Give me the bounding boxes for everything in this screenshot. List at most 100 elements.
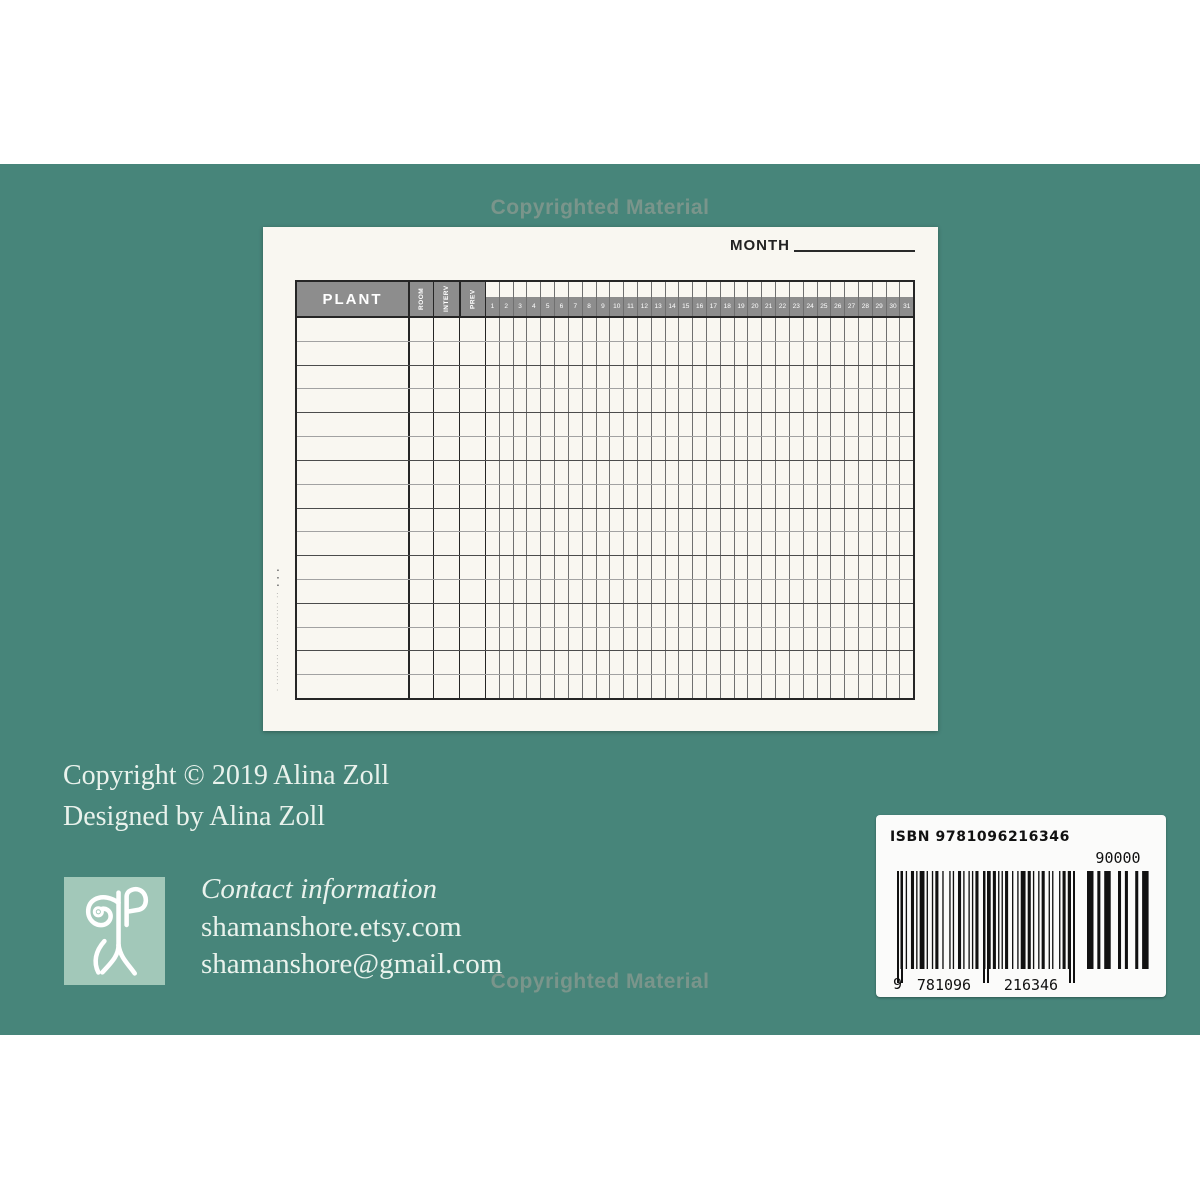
day-cell: [859, 675, 873, 698]
day-header-cell: 27: [845, 282, 859, 316]
day-cell: [873, 508, 887, 532]
copyrighted-material-watermark-bottom: Copyrighted Material: [490, 970, 710, 993]
day-cell: [541, 460, 556, 484]
day-cell: [831, 365, 846, 389]
day-cell: [679, 413, 694, 437]
day-cell: [666, 389, 680, 413]
room-cell: [410, 341, 434, 365]
day-number: 29: [872, 297, 886, 316]
day-cell: [804, 437, 818, 460]
day-cell: [679, 389, 694, 413]
day-cell: [790, 532, 804, 556]
day-cell: [873, 318, 887, 341]
day-cell: [652, 389, 666, 413]
day-cell: [790, 627, 804, 651]
interval-cell: [434, 603, 460, 627]
day-cell: [845, 318, 859, 341]
day-cell: [624, 484, 638, 508]
day-cell: [555, 603, 569, 627]
day-cell: [514, 365, 528, 389]
day-cell: [707, 389, 721, 413]
day-cell: [790, 365, 804, 389]
day-cell: [638, 484, 652, 508]
day-cell: [790, 389, 804, 413]
day-number: 17: [707, 297, 720, 316]
day-cell: [762, 318, 777, 341]
day-cell: [527, 437, 542, 460]
day-cell: [776, 341, 790, 365]
day-number: 6: [555, 297, 568, 316]
day-cell: [597, 413, 611, 437]
room-cell: [410, 675, 434, 698]
day-cell: [555, 389, 569, 413]
day-cell: [818, 413, 832, 437]
day-cell: [845, 389, 859, 413]
day-cell: [887, 508, 901, 532]
day-cell: [569, 460, 583, 484]
day-cell: [652, 484, 666, 508]
day-cell: [514, 651, 528, 675]
day-cell: [721, 318, 735, 341]
day-cell: [735, 341, 749, 365]
prev-cell: [460, 627, 486, 651]
day-cell: [693, 579, 707, 603]
day-cell: [900, 437, 913, 460]
day-header-cell: 23: [789, 282, 804, 316]
day-cell: [845, 437, 859, 460]
day-cell: [638, 556, 652, 579]
day-cell: [735, 484, 749, 508]
day-cell: [624, 413, 638, 437]
room-column-header: ROOM: [410, 282, 434, 316]
day-cell: [831, 556, 846, 579]
day-cell: [652, 651, 666, 675]
day-header-cell: 19: [734, 282, 749, 316]
day-cell: [804, 484, 818, 508]
table-row: [297, 651, 913, 676]
day-cell: [707, 675, 721, 698]
day-cell: [541, 389, 556, 413]
day-cell: [776, 437, 790, 460]
day-cell: [721, 484, 735, 508]
day-cell: [500, 651, 514, 675]
table-body: [297, 318, 913, 698]
day-cell: [486, 651, 500, 675]
day-cell: [873, 651, 887, 675]
room-cell: [410, 508, 434, 532]
day-cell: [873, 460, 887, 484]
day-cell: [541, 579, 556, 603]
table-row: [297, 437, 913, 461]
day-cell: [486, 437, 500, 460]
day-cell: [735, 532, 749, 556]
day-cell: [624, 556, 638, 579]
day-cell: [514, 675, 528, 698]
day-cell: [500, 627, 514, 651]
day-cell: [610, 318, 625, 341]
day-cell: [818, 556, 832, 579]
day-cell: [610, 484, 625, 508]
interval-cell: [434, 556, 460, 579]
day-cell: [583, 675, 597, 698]
isbn-number-text: ISBN 9781096216346: [890, 829, 1070, 845]
day-cell: [500, 365, 514, 389]
day-cell: [845, 603, 859, 627]
day-cell: [790, 318, 804, 341]
day-cell: [652, 341, 666, 365]
day-cell: [707, 341, 721, 365]
day-cell: [804, 651, 818, 675]
plant-cell: [297, 556, 410, 579]
day-cell: [804, 389, 818, 413]
day-cell: [776, 389, 790, 413]
day-number: 20: [748, 297, 762, 316]
watering-tracker-table: PLANT ROOM INTERV PREV 1 2 3 4 5 6 7 8 9 10 11 12 13…: [295, 280, 915, 700]
day-number: 28: [858, 297, 872, 316]
day-cell: [638, 675, 652, 698]
day-cell: [735, 365, 749, 389]
day-cell: [638, 437, 652, 460]
day-cell: [804, 318, 818, 341]
day-cell: [845, 556, 859, 579]
day-number: 26: [831, 297, 845, 316]
day-number: 1: [486, 297, 499, 316]
day-cell: [555, 532, 569, 556]
day-header-cell: 11: [624, 282, 638, 316]
day-cell: [831, 627, 846, 651]
